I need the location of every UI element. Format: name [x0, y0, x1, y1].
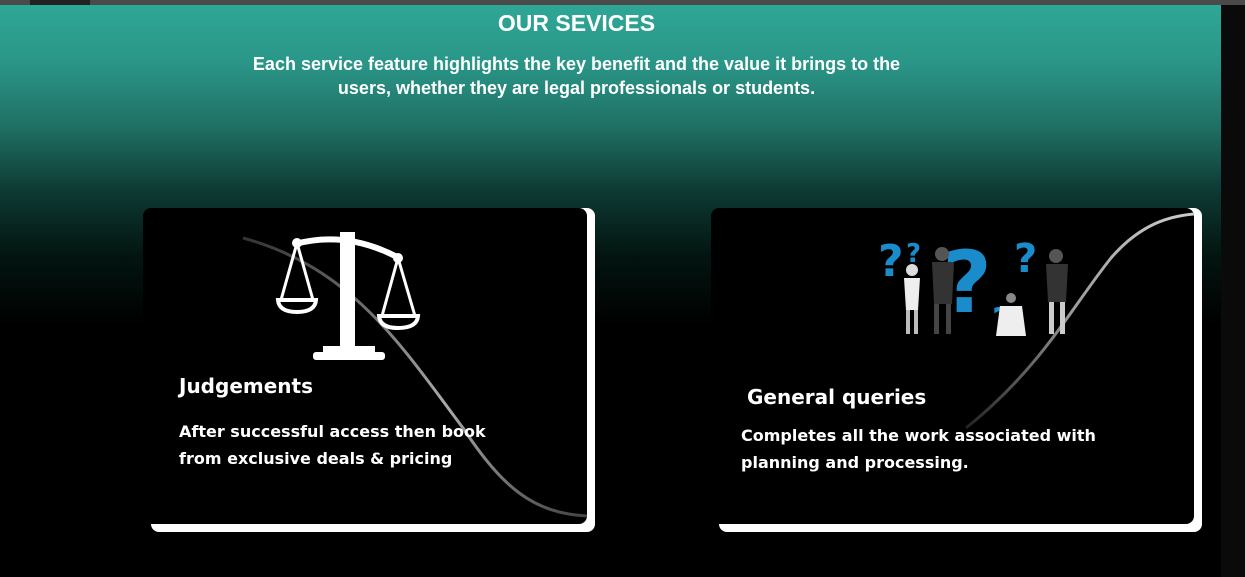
card-title: Judgements	[179, 374, 313, 398]
card-title: General queries	[747, 385, 927, 409]
card-description: After successful access then book from e…	[179, 422, 486, 468]
section-subtitle: Each service feature highlights the key …	[252, 54, 901, 98]
general-queries-card[interactable]: ? ? ? ? ? General queries Completes all …	[711, 208, 1194, 524]
top-bar	[0, 0, 1245, 5]
card-description: Completes all the work associated with p…	[741, 426, 1096, 472]
svg-text:?: ?	[906, 239, 921, 269]
page-edge-strip	[1221, 5, 1245, 577]
question-marks-people-illustration: ? ? ? ? ?	[878, 233, 1068, 338]
svg-text:?: ?	[1014, 236, 1037, 282]
card-curve-decoration	[242, 236, 587, 518]
card-curve-decoration	[965, 212, 1194, 430]
judgements-card[interactable]: Judgements After successful access then …	[143, 208, 587, 524]
section-title: OUR SEVICES	[497, 10, 656, 36]
scales-of-justice-icon	[275, 232, 421, 360]
svg-text:?: ?	[878, 236, 904, 287]
